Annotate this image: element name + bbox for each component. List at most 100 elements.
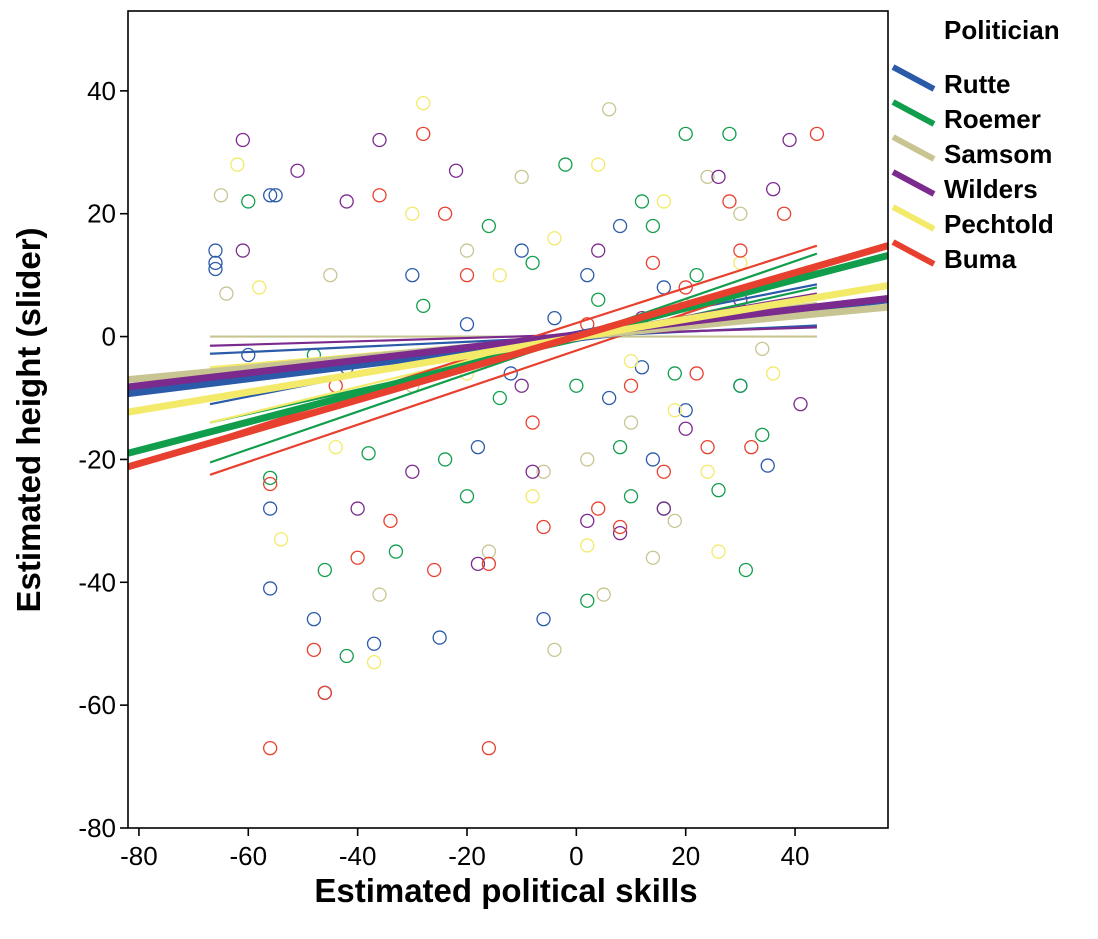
point-roemer bbox=[317, 562, 332, 578]
point-buma bbox=[481, 740, 497, 756]
point-roemer bbox=[339, 648, 354, 664]
y-tick-label: -40 bbox=[78, 567, 116, 597]
point-samsom bbox=[481, 544, 497, 559]
y-axis-label: Estimated height (slider) bbox=[10, 227, 47, 612]
legend-swatch bbox=[891, 134, 936, 162]
point-buma bbox=[306, 642, 322, 658]
point-roemer bbox=[388, 544, 404, 559]
point-wilders bbox=[350, 501, 365, 516]
point-roemer bbox=[755, 427, 770, 443]
point-buma bbox=[809, 126, 825, 142]
legend-item-rutte: Rutte bbox=[891, 64, 1010, 99]
point-wilders bbox=[235, 243, 250, 258]
point-roemer bbox=[569, 378, 584, 393]
point-roemer bbox=[241, 194, 256, 209]
point-pechtold bbox=[580, 538, 595, 553]
point-rutte bbox=[612, 218, 628, 234]
point-roemer bbox=[492, 390, 507, 406]
point-pechtold bbox=[711, 544, 726, 559]
point-samsom bbox=[514, 169, 529, 185]
y-tick-label: -20 bbox=[78, 444, 116, 474]
x-tick-label: 20 bbox=[671, 841, 700, 871]
point-roemer bbox=[263, 470, 278, 486]
point-wilders bbox=[711, 169, 726, 185]
point-buma bbox=[656, 464, 671, 479]
point-rutte bbox=[263, 581, 278, 596]
point-rutte bbox=[432, 630, 447, 645]
point-samsom bbox=[219, 286, 234, 301]
point-roemer bbox=[733, 378, 748, 393]
point-rutte bbox=[678, 403, 693, 418]
x-tick-label: -40 bbox=[339, 841, 377, 871]
point-rutte bbox=[263, 501, 278, 516]
point-rutte bbox=[536, 611, 551, 627]
point-roemer bbox=[711, 482, 726, 498]
point-rutte bbox=[306, 611, 322, 627]
point-buma bbox=[525, 415, 540, 430]
legend-items: Rutte Roemer Samsom Wilders Pechtold Buma bbox=[891, 64, 1054, 274]
point-wilders bbox=[525, 464, 540, 479]
point-buma bbox=[383, 513, 398, 529]
point-roemer bbox=[623, 489, 639, 504]
legend-item-wilders: Wilders bbox=[891, 169, 1038, 204]
point-pechtold bbox=[623, 353, 639, 369]
point-samsom bbox=[547, 642, 562, 658]
point-samsom bbox=[372, 587, 387, 602]
legend-label: Wilders bbox=[944, 174, 1038, 204]
buma-fit-line bbox=[127, 242, 889, 471]
point-wilders bbox=[766, 181, 781, 197]
point-samsom bbox=[667, 513, 682, 529]
plot-frame bbox=[127, 10, 889, 829]
legend-label: Roemer bbox=[944, 104, 1041, 134]
point-wilders bbox=[448, 163, 464, 178]
point-samsom bbox=[733, 206, 748, 221]
point-rutte bbox=[470, 439, 486, 455]
point-samsom bbox=[536, 464, 551, 479]
point-samsom bbox=[580, 452, 595, 467]
point-buma bbox=[700, 439, 715, 455]
legend-swatch bbox=[891, 204, 936, 232]
point-roemer bbox=[667, 366, 682, 381]
point-wilders bbox=[678, 421, 693, 436]
x-tick-label: -80 bbox=[120, 841, 158, 871]
legend: Politician Rutte Roemer Samsom Wilders Pecht… bbox=[891, 15, 1060, 274]
points-layer bbox=[208, 95, 825, 756]
point-buma bbox=[623, 378, 639, 393]
point-rutte bbox=[580, 267, 595, 283]
point-wilders bbox=[782, 132, 797, 148]
point-buma bbox=[263, 740, 278, 756]
point-roemer bbox=[481, 218, 497, 234]
point-samsom bbox=[459, 243, 475, 258]
point-pechtold bbox=[766, 366, 781, 381]
point-rutte bbox=[208, 243, 223, 258]
point-rutte bbox=[459, 317, 475, 332]
legend-swatch bbox=[891, 99, 936, 127]
x-tick-label: 40 bbox=[781, 841, 810, 871]
point-roemer bbox=[634, 194, 650, 209]
axes-layer: -80 -60 -40 -20 0 20 40 -80 -60 -40 -20 0 20 40 bbox=[78, 76, 809, 871]
legend-swatch bbox=[891, 169, 936, 197]
point-wilders bbox=[612, 525, 628, 541]
point-pechtold bbox=[405, 206, 420, 221]
point-rutte bbox=[514, 243, 529, 258]
point-rutte bbox=[634, 360, 650, 375]
point-roemer bbox=[689, 267, 704, 283]
point-buma bbox=[437, 206, 453, 221]
point-pechtold bbox=[328, 439, 343, 455]
legend-label: Samsom bbox=[944, 139, 1052, 169]
legend-label: Pechtold bbox=[944, 209, 1054, 239]
fit-lines-layer bbox=[127, 242, 889, 476]
point-rutte bbox=[405, 267, 420, 283]
x-tick-label: 0 bbox=[569, 841, 583, 871]
point-pechtold bbox=[591, 157, 606, 172]
point-roemer bbox=[591, 292, 606, 307]
point-roemer bbox=[678, 126, 693, 142]
legend-label: Buma bbox=[944, 244, 1017, 274]
point-pechtold bbox=[416, 95, 431, 111]
legend-item-samsom: Samsom bbox=[891, 134, 1052, 169]
point-rutte bbox=[263, 188, 278, 203]
point-buma bbox=[481, 556, 497, 572]
point-samsom bbox=[700, 169, 715, 185]
point-pechtold bbox=[366, 654, 382, 670]
